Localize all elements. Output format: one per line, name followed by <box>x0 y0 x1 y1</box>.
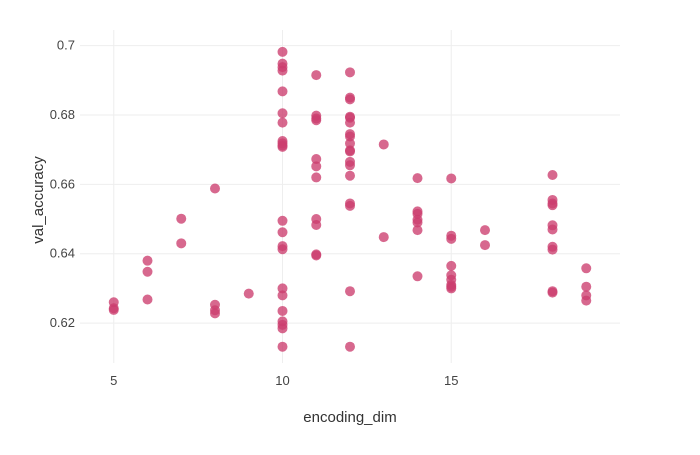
scatter-point <box>277 86 288 97</box>
scatter-point <box>345 138 355 149</box>
tick-label-layer: 5 10 15 0.62 0.64 0.66 0.68 0.7 <box>50 38 459 388</box>
scatter-point <box>277 117 288 128</box>
scatter-point <box>210 183 220 194</box>
scatter-point <box>581 281 592 292</box>
y-tick-label: 0.68 <box>50 107 75 122</box>
scatter-point <box>345 160 355 171</box>
scatter-point <box>345 286 355 297</box>
scatter-point <box>581 263 592 274</box>
scatter-point <box>345 146 355 157</box>
x-axis-title: encoding_dim <box>303 409 396 426</box>
scatter-point <box>277 305 288 316</box>
scatter-point <box>311 219 322 230</box>
scatter-point <box>277 215 288 226</box>
scatter-point <box>412 173 423 184</box>
scatter-point <box>345 170 355 181</box>
scatter-point <box>378 139 389 150</box>
scatter-point <box>412 271 423 282</box>
points-layer <box>108 46 592 352</box>
scatter-point <box>345 200 355 211</box>
scatter-point <box>547 244 558 255</box>
scatter-point <box>345 117 355 128</box>
scatter-point <box>446 173 457 184</box>
scatter-point <box>480 225 490 236</box>
scatter-point <box>446 233 457 244</box>
y-tick-label: 0.66 <box>50 176 75 191</box>
scatter-point <box>412 225 423 236</box>
x-tick-label: 10 <box>275 373 289 388</box>
scatter-point <box>142 294 153 305</box>
scatter-point <box>277 341 288 352</box>
scatter-point <box>277 108 288 119</box>
y-tick-label: 0.64 <box>50 246 75 261</box>
scatter-point <box>142 255 153 266</box>
scatter-point <box>311 70 322 81</box>
scatter-point <box>547 287 558 298</box>
scatter-point <box>446 283 457 294</box>
scatter-point <box>277 65 288 76</box>
scatter-point <box>345 341 355 352</box>
scatter-point <box>480 240 490 251</box>
scatter-point <box>446 260 457 271</box>
scatter-point <box>345 94 355 105</box>
scatter-point <box>581 295 592 306</box>
scatter-point <box>412 217 423 228</box>
scatter-point <box>277 290 288 301</box>
scatter-point <box>277 283 288 294</box>
scatter-point <box>142 266 153 277</box>
scatter-point <box>311 161 322 172</box>
scatter-point <box>176 213 187 224</box>
scatter-point <box>277 244 288 255</box>
scatter-point <box>378 232 389 243</box>
scatter-point <box>311 115 322 126</box>
x-tick-label: 15 <box>444 373 458 388</box>
scatter-point <box>547 169 558 180</box>
scatter-point <box>345 67 355 78</box>
scatter-point <box>311 172 322 183</box>
scatter-point <box>210 308 220 319</box>
x-tick-label: 5 <box>110 373 117 388</box>
scatter-point <box>277 141 288 152</box>
scatter-point <box>277 227 288 238</box>
scatter-point <box>311 250 322 261</box>
scatter-point <box>108 304 119 315</box>
scatter-point <box>311 154 322 165</box>
scatter-point <box>243 288 254 299</box>
scatter-point <box>547 224 558 235</box>
scatter-point <box>176 238 187 249</box>
grid-layer <box>80 30 620 363</box>
scatter-point <box>277 323 288 334</box>
y-axis-title: val_accuracy <box>30 156 47 244</box>
scatter-point <box>277 46 288 57</box>
scatter-point <box>345 131 355 142</box>
y-tick-label: 0.62 <box>50 315 75 330</box>
scatter-point <box>547 200 558 211</box>
y-tick-label: 0.7 <box>57 38 75 53</box>
